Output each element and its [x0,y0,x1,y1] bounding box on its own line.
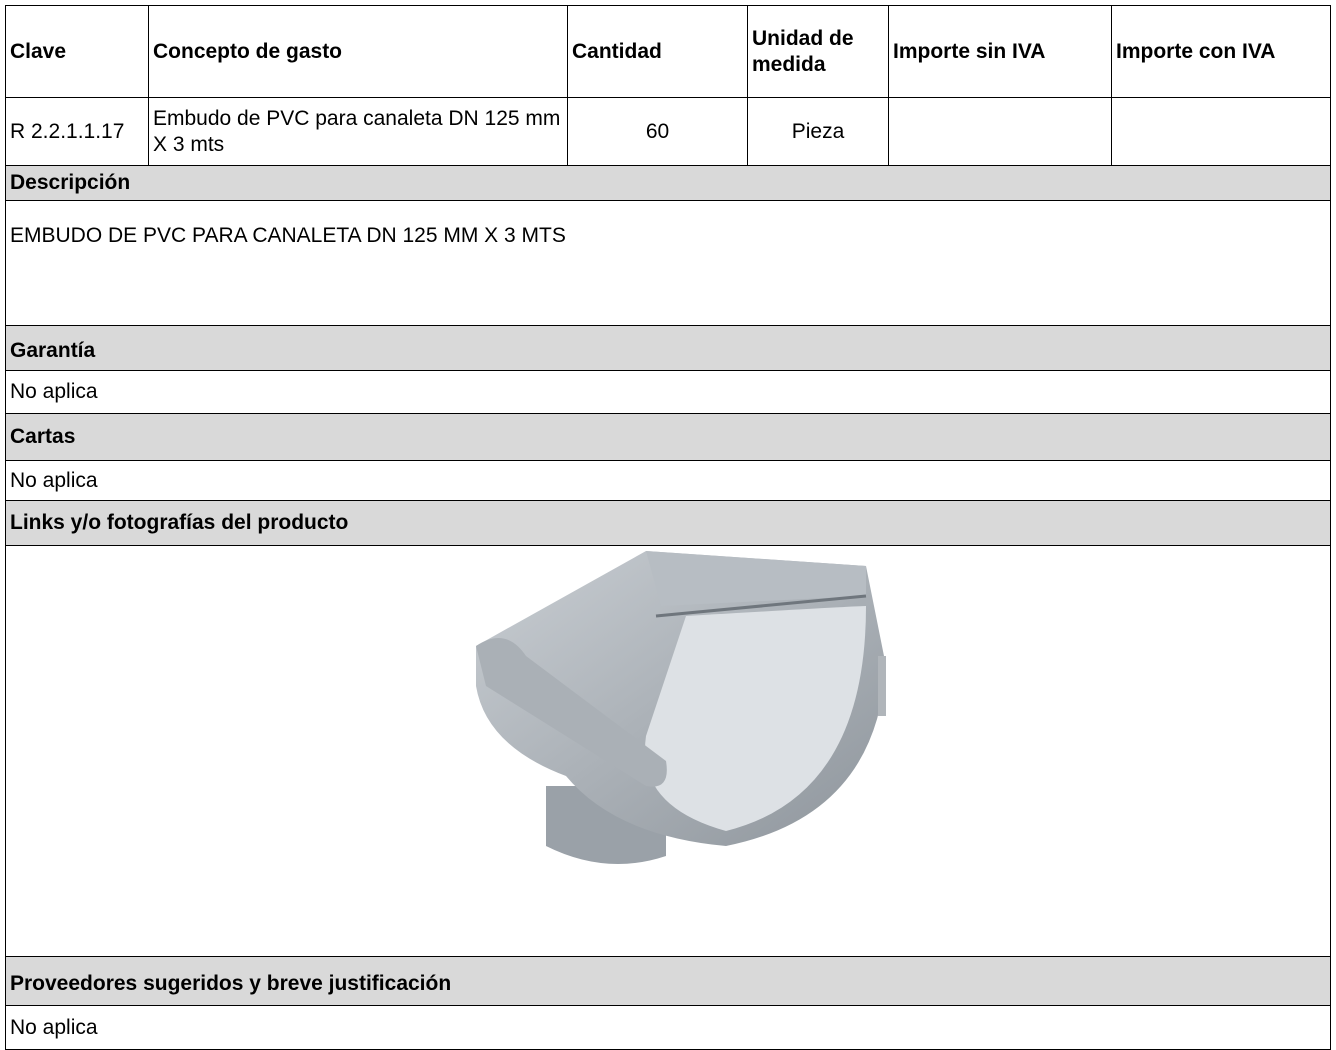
product-image [476,551,886,864]
cell: 60 [567,97,748,166]
header-cell: Clave [5,5,149,98]
section-title: Cartas [5,413,1331,461]
cell: R 2.2.1.1.17 [5,97,149,166]
cell [1111,97,1331,166]
header-cell: Importe sin IVA [888,5,1112,98]
cell: Pieza [747,97,889,166]
section-content: No aplica [5,460,1331,501]
cell [888,97,1112,166]
header-cell: Cantidad [567,5,748,98]
section-content: No aplica [5,1005,1331,1050]
section-title: Garantía [5,325,1331,371]
header-cell: Concepto de gasto [148,5,568,98]
header-cell: Importe con IVA [1111,5,1331,98]
section-title: Links y/o fotografías del producto [5,500,1331,546]
section-content: EMBUDO DE PVC PARA CANALETA DN 125 MM X … [5,200,1331,326]
image-cell [5,545,1331,957]
section-title: Descripción [5,165,1331,201]
section-title: Proveedores sugeridos y breve justificac… [5,956,1331,1006]
cell: Embudo de PVC para canaleta DN 125 mm X … [148,97,568,166]
header-cell: Unidad de medida [747,5,889,98]
section-content: No aplica [5,370,1331,414]
